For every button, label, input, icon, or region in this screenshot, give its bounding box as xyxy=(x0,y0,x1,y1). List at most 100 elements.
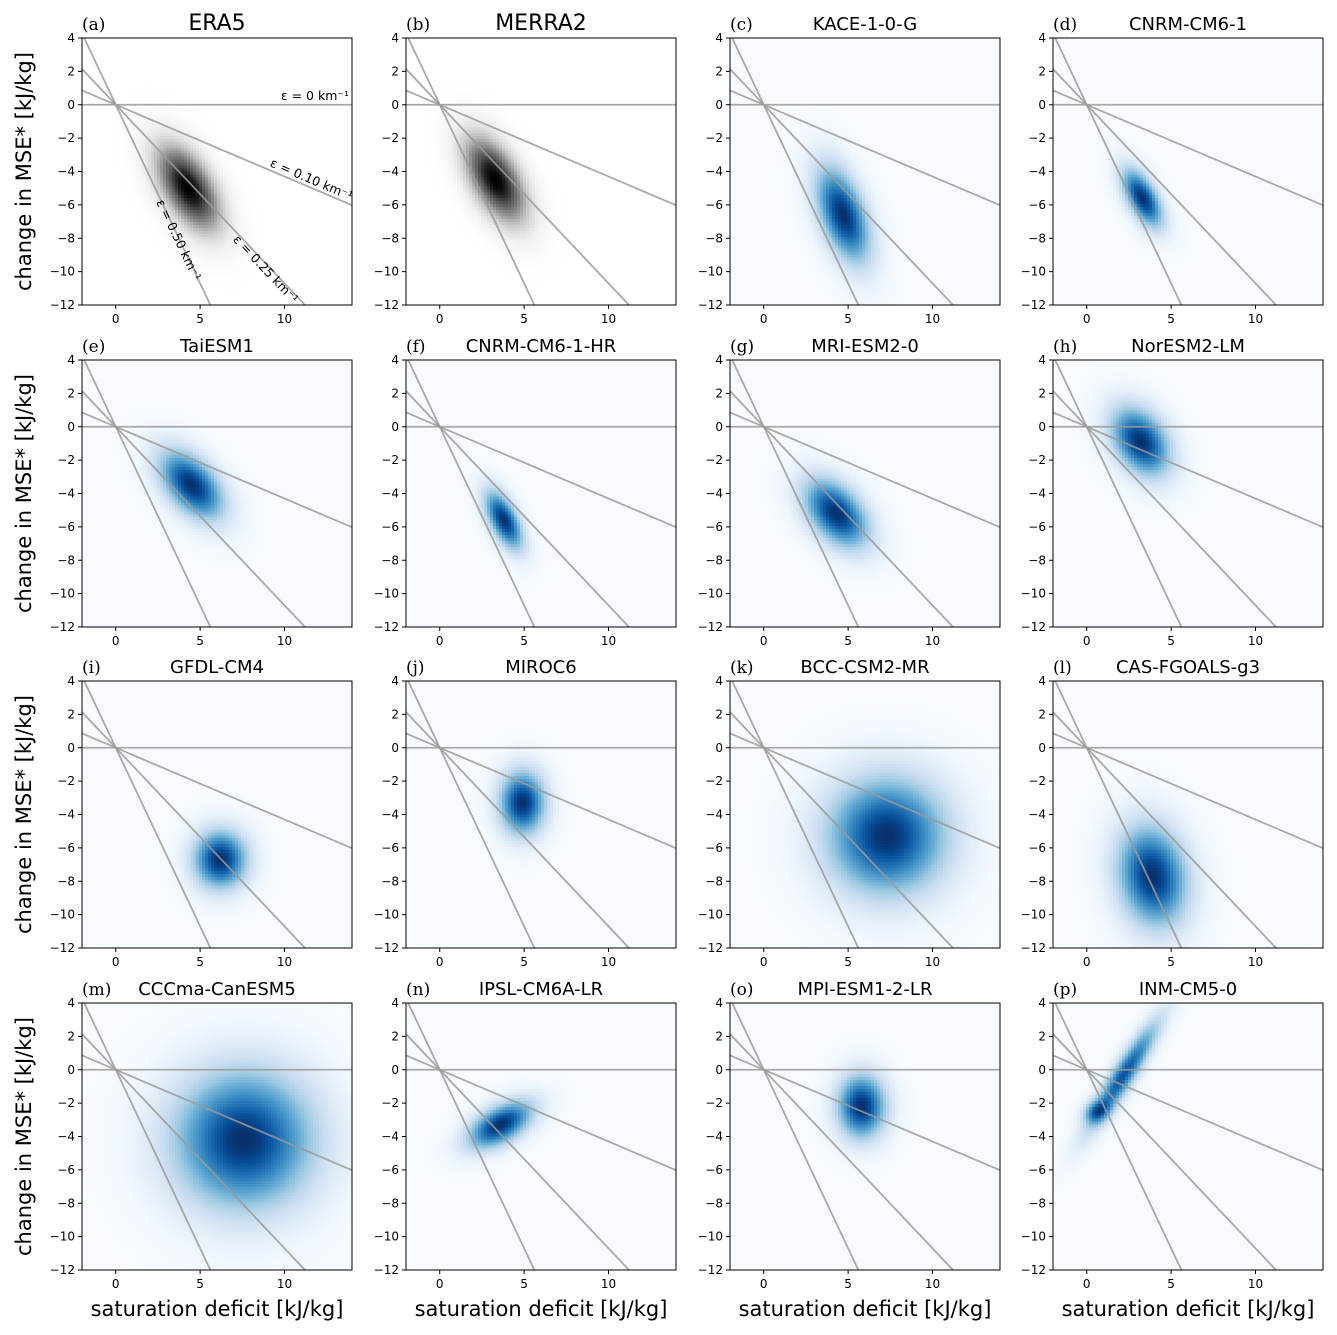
reference-line-eps-0p5 xyxy=(1054,1003,1183,1270)
y-tick-label: 0 xyxy=(391,1063,399,1077)
x-axis-label: saturation deficit [kJ/kg] xyxy=(1062,1297,1315,1321)
density-heatmap xyxy=(1053,1003,1323,1270)
panel-letter: (c) xyxy=(730,15,753,35)
y-tick-label: −4 xyxy=(57,1130,75,1144)
x-tick-label: 10 xyxy=(277,634,292,648)
reference-lines xyxy=(82,681,352,948)
x-tick-label: 0 xyxy=(760,955,768,969)
y-tick-label: 2 xyxy=(67,707,75,721)
x-tick-label: 5 xyxy=(520,634,528,648)
x-tick-label: 10 xyxy=(277,955,292,969)
x-tick-label: 0 xyxy=(1083,312,1091,326)
y-tick-label: −2 xyxy=(705,774,723,788)
panel-cnrm-cm6-1: 0 5 10 4 2 0 −2 −4 −6 −8 −10 −12 (d) CNRM-CM6-1 xyxy=(1021,14,1324,326)
reference-line-eps-0p1 xyxy=(82,1054,352,1172)
y-axis-label: change in MSE* [kJ/kg] xyxy=(12,52,36,291)
y-tick-label: −4 xyxy=(705,808,723,822)
y-tick-label: −12 xyxy=(50,620,75,634)
y-tick-label: −8 xyxy=(57,231,75,245)
reference-line-eps-0p5 xyxy=(731,360,860,627)
y-tick-label: −6 xyxy=(1028,1163,1046,1177)
x-tick-label: 10 xyxy=(277,1277,292,1291)
y-tick-label: −12 xyxy=(50,298,75,312)
y-tick-label: −12 xyxy=(50,1263,75,1277)
y-tick-label: −12 xyxy=(374,1263,399,1277)
y-tick-label: 4 xyxy=(391,996,399,1010)
y-tick-label: 2 xyxy=(1038,707,1046,721)
y-tick-label: −2 xyxy=(57,774,75,788)
reference-lines xyxy=(1053,681,1323,948)
y-tick-label: −12 xyxy=(698,298,723,312)
y-tick-label: 4 xyxy=(391,353,399,367)
y-tick-label: 0 xyxy=(67,1063,75,1077)
y-tick-label: −8 xyxy=(381,231,399,245)
x-tick-label: 10 xyxy=(601,1277,616,1291)
y-tick-label: 2 xyxy=(715,1029,723,1043)
panel-letter: (g) xyxy=(730,337,754,357)
y-tick-label: −6 xyxy=(57,198,75,212)
x-tick-label: 5 xyxy=(1167,634,1175,648)
panel-letter: (b) xyxy=(406,15,430,35)
reference-line-eps-0p25 xyxy=(82,711,307,948)
y-tick-label: 2 xyxy=(67,64,75,78)
x-tick-label: 10 xyxy=(925,1277,940,1291)
x-tick-label: 0 xyxy=(112,1277,120,1291)
x-tick-label: 10 xyxy=(1248,1277,1263,1291)
reference-line-eps-0p25 xyxy=(730,711,955,948)
y-tick-label: −4 xyxy=(1028,487,1046,501)
y-tick-label: −2 xyxy=(57,1096,75,1110)
y-tick-label: −10 xyxy=(698,908,723,922)
y-tick-label: −10 xyxy=(1021,265,1046,279)
y-tick-label: −4 xyxy=(1028,1130,1046,1144)
reference-lines xyxy=(406,38,676,305)
density-heatmap xyxy=(730,38,1000,305)
reference-line-eps-0p1 xyxy=(82,411,352,529)
panel-letter: (k) xyxy=(730,658,754,678)
reference-line-eps-0p1 xyxy=(82,89,352,207)
panel-letter: (m) xyxy=(82,980,111,1000)
panel-title: CNRM-CM6-1 xyxy=(1129,14,1247,35)
y-tick-label: −10 xyxy=(50,265,75,279)
y-tick-label: −8 xyxy=(1028,553,1046,567)
y-tick-label: 4 xyxy=(715,31,723,45)
y-tick-label: −10 xyxy=(1021,587,1046,601)
y-tick-label: 4 xyxy=(1038,996,1046,1010)
y-tick-label: −12 xyxy=(1021,298,1046,312)
y-tick-label: −6 xyxy=(705,841,723,855)
x-tick-label: 5 xyxy=(844,955,852,969)
panel-cccma-canesm5: 0 5 10 4 2 0 −2 −4 −6 −8 −10 −12 (m) CCCma-CanESM5 cha… xyxy=(12,979,353,1321)
y-tick-label: −8 xyxy=(705,553,723,567)
density-heatmap xyxy=(82,360,352,627)
y-tick-label: −10 xyxy=(374,265,399,279)
y-tick-label: −8 xyxy=(1028,1196,1046,1210)
reference-lines xyxy=(406,1003,676,1270)
panel-taiesm1: 0 5 10 4 2 0 −2 −4 −6 −8 −10 −12 (e) TaiESM1 change in… xyxy=(12,336,353,648)
y-tick-label: 0 xyxy=(715,1063,723,1077)
y-tick-label: 2 xyxy=(67,386,75,400)
reference-line-eps-0p5 xyxy=(83,360,212,627)
x-tick-label: 0 xyxy=(436,1277,444,1291)
panel-title: BCC-CSM2-MR xyxy=(800,657,929,678)
x-tick-label: 5 xyxy=(844,1277,852,1291)
y-tick-label: −6 xyxy=(57,841,75,855)
y-tick-label: −10 xyxy=(1021,908,1046,922)
reference-lines xyxy=(730,360,1000,627)
panel-miroc6: 0 5 10 4 2 0 −2 −4 −6 −8 −10 −12 (j) MIROC6 xyxy=(374,657,677,969)
y-tick-label: −12 xyxy=(374,298,399,312)
x-axis-label: saturation deficit [kJ/kg] xyxy=(91,1297,344,1321)
y-tick-label: −8 xyxy=(57,553,75,567)
y-tick-label: −10 xyxy=(50,1230,75,1244)
x-axis-label: saturation deficit [kJ/kg] xyxy=(739,1297,992,1321)
y-tick-label: −8 xyxy=(705,1196,723,1210)
reference-line-eps-0p5 xyxy=(1054,681,1183,948)
y-axis-label: change in MSE* [kJ/kg] xyxy=(12,1017,36,1256)
panel-letter: (i) xyxy=(82,658,101,678)
panel-letter: (f) xyxy=(406,337,426,357)
y-tick-label: −4 xyxy=(705,1130,723,1144)
reference-line-eps-0p1 xyxy=(406,1054,676,1172)
density-heatmap xyxy=(82,681,352,948)
reference-line-eps-0p25 xyxy=(730,390,955,627)
y-tick-label: −12 xyxy=(698,1263,723,1277)
y-tick-label: −2 xyxy=(381,1096,399,1110)
